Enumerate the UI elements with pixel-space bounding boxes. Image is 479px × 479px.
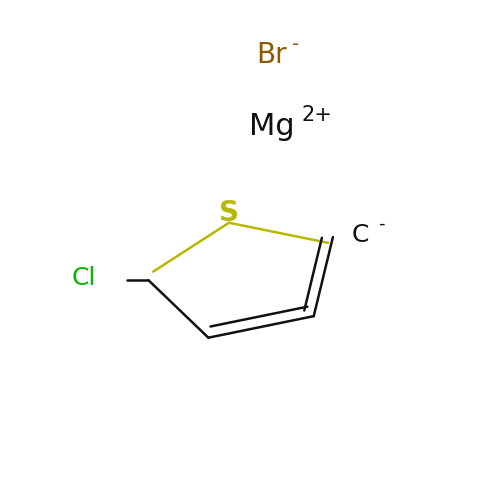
Text: 2+: 2+: [302, 105, 332, 125]
Text: Cl: Cl: [72, 266, 96, 290]
Text: Mg: Mg: [249, 113, 295, 141]
Text: Br: Br: [256, 41, 287, 69]
Text: S: S: [219, 199, 239, 227]
Text: -: -: [292, 35, 299, 54]
Text: -: -: [378, 215, 385, 233]
Text: C: C: [352, 223, 369, 247]
